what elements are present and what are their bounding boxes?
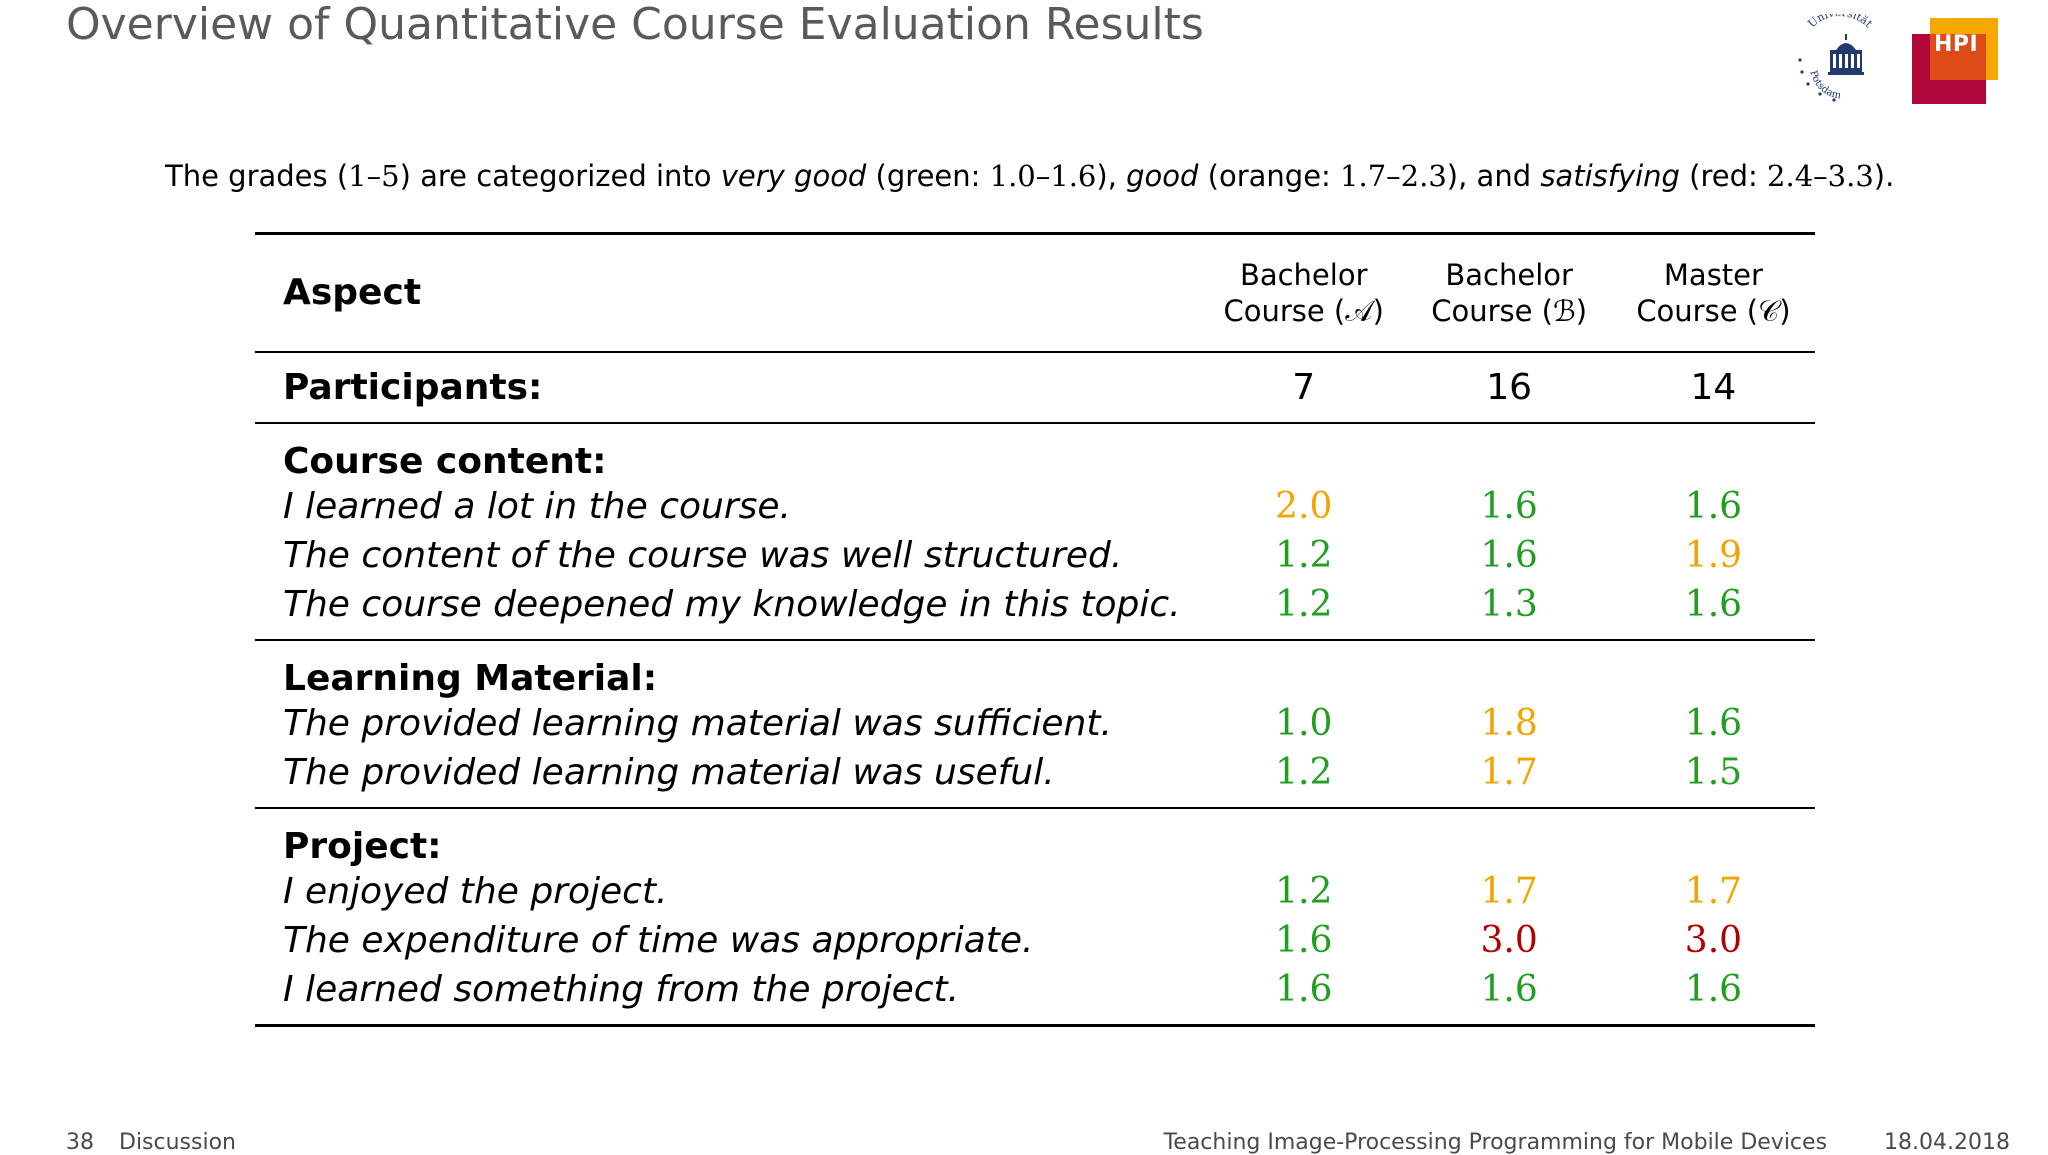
grade-course-a: 1.2 (1275, 752, 1333, 793)
grade-course-b: 1.8 (1480, 703, 1538, 744)
grade-course-b: 3.0 (1480, 920, 1538, 961)
talk-title: Teaching Image-Processing Programming fo… (1163, 1130, 1828, 1155)
aspect-statement: The content of the course was well struc… (283, 535, 1123, 576)
participants-c: 14 (1611, 351, 1815, 423)
aspect-statement: I enjoyed the project. (283, 871, 668, 912)
section-title: Learning Material: (255, 639, 1815, 699)
aspect-statement: I learned a lot in the course. (283, 486, 791, 527)
aspect-statement: The provided learning material was usefu… (283, 752, 1055, 793)
header-bachelor-course-a: Bachelor Course (𝒜) (1201, 232, 1407, 352)
legend-satisfying: satisfying (1540, 159, 1680, 193)
slide-title: Overview of Quantitative Course Evaluati… (66, 0, 1204, 50)
participants-label: Participants: (255, 351, 1202, 423)
aspect-statement: The course deepened my knowledge in this… (283, 584, 1181, 625)
grade-course-b: 1.7 (1480, 871, 1538, 912)
page-number: 38 (66, 1130, 94, 1155)
university-name-top: Universität (1805, 14, 1875, 31)
table-row: The content of the course was well struc… (255, 531, 1815, 580)
grade-course-b: 1.6 (1406, 965, 1612, 1027)
grade-course-a: 1.6 (1201, 965, 1407, 1027)
hpi-logo: HPI (1912, 18, 2002, 104)
grade-course-c: 1.5 (1684, 752, 1743, 793)
table-row: The expenditure of time was appropriate.… (255, 916, 1815, 965)
participants-a: 7 (1201, 351, 1407, 423)
grade-legend: The grades (1–5) are categorized into ve… (165, 159, 1895, 193)
table-row: I learned a lot in the course. 2.0 1.6 1.6 (255, 482, 1815, 531)
grade-course-c: 1.6 (1684, 584, 1743, 625)
table-row: The provided learning material was suffi… (255, 699, 1815, 748)
footer-left: 38 Discussion (66, 1130, 236, 1155)
grade-course-c: 3.0 (1684, 920, 1743, 961)
university-potsdam-logo: Universität Potsdam (1798, 14, 1875, 102)
participants-b: 16 (1406, 351, 1612, 423)
grade-course-b: 1.6 (1480, 486, 1538, 527)
grade-course-a: 2.0 (1275, 486, 1333, 527)
grade-course-c: 1.6 (1684, 703, 1743, 744)
talk-date: 18.04.2018 (1884, 1130, 2010, 1155)
section-row: Project: (255, 807, 1815, 867)
section-name: Discussion (119, 1130, 236, 1155)
legend-very-good: very good (720, 159, 867, 193)
evaluation-results-table: Aspect Bachelor Course (𝒜) Bachelor Cour… (255, 232, 1815, 1027)
aspect-statement: The expenditure of time was appropriate. (283, 920, 1034, 961)
grade-course-c: 1.7 (1684, 871, 1743, 912)
header-master-course-c: Master Course (𝒞) (1611, 232, 1815, 352)
logo-area: Universität Potsdam HPI (1790, 14, 2020, 104)
section-row: Learning Material: (255, 639, 1815, 699)
grade-course-a: 1.2 (1275, 535, 1333, 576)
aspect-statement: The provided learning material was suffi… (283, 703, 1112, 744)
grade-course-b: 1.6 (1480, 535, 1538, 576)
section-row: Course content: (255, 422, 1815, 482)
aspect-statement: I learned something from the project. (255, 965, 1202, 1027)
grade-course-c: 1.6 (1611, 965, 1815, 1027)
table-row: I learned something from the project. 1.6… (255, 965, 1815, 1027)
grade-course-c: 1.9 (1684, 535, 1743, 576)
grade-course-c: 1.6 (1684, 486, 1743, 527)
grade-course-a: 1.2 (1275, 584, 1333, 625)
grade-course-b: 1.3 (1480, 584, 1538, 625)
header-bachelor-course-b: Bachelor Course (ℬ) (1406, 232, 1612, 352)
header-aspect: Aspect (255, 232, 1202, 352)
palace-icon (1828, 34, 1864, 75)
svg-text:Universität: Universität (1805, 14, 1875, 31)
section-title: Course content: (255, 422, 1815, 482)
participants-row: Participants: 7 16 14 (255, 351, 1815, 423)
section-title: Project: (255, 807, 1815, 867)
hpi-logo-label: HPI (1934, 32, 1979, 57)
grade-course-a: 1.6 (1275, 920, 1333, 961)
table-header-row: Aspect Bachelor Course (𝒜) Bachelor Cour… (255, 232, 1815, 352)
table-row: I enjoyed the project. 1.2 1.7 1.7 (255, 867, 1815, 916)
grade-course-b: 1.7 (1480, 752, 1538, 793)
grade-course-a: 1.0 (1275, 703, 1333, 744)
table-row: The provided learning material was usefu… (255, 748, 1815, 808)
legend-good: good (1126, 159, 1199, 193)
grade-course-a: 1.2 (1275, 871, 1333, 912)
footer-right: Teaching Image-Processing Programming fo… (1164, 1130, 2010, 1155)
table-row: The course deepened my knowledge in this… (255, 580, 1815, 640)
